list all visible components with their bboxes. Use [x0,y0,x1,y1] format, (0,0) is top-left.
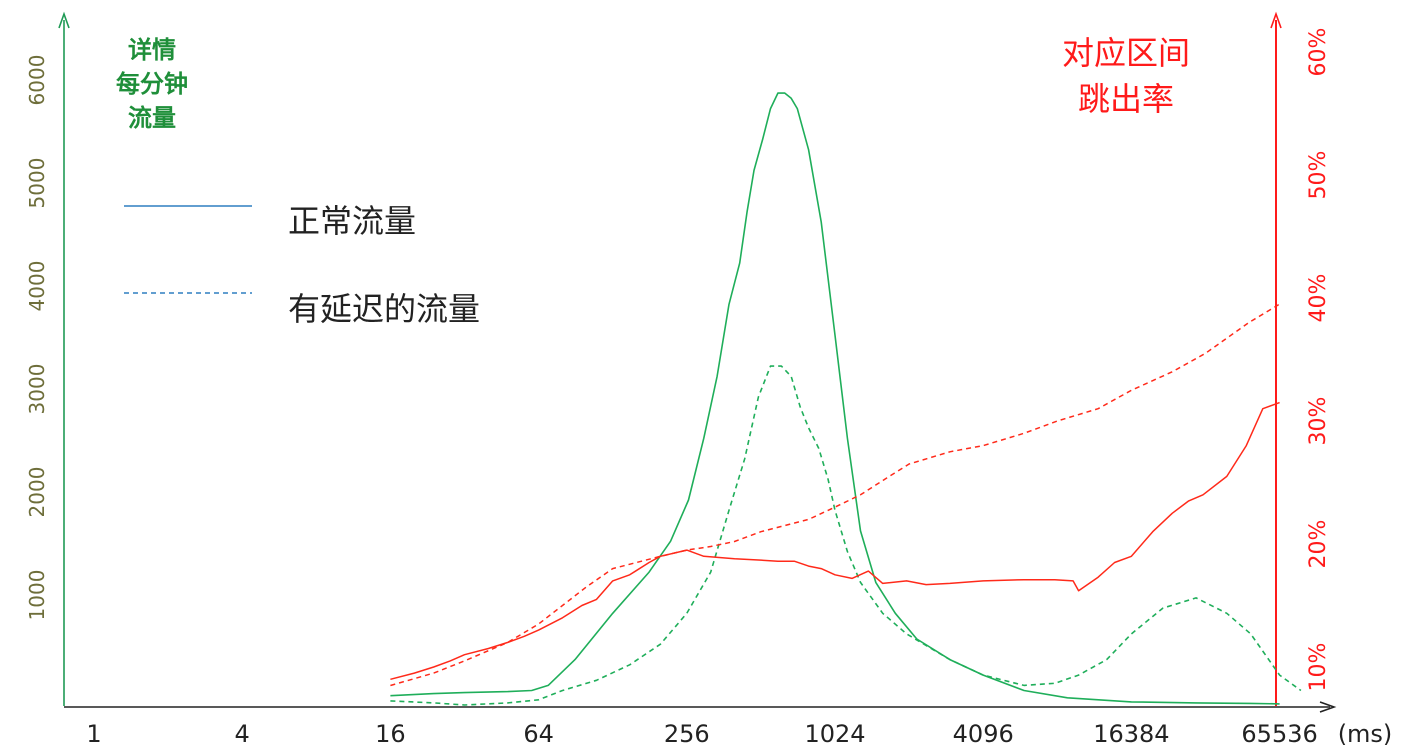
right-axis-ticks: 10% 20% 30% 40% 50% 60% [1306,28,1331,692]
bounce-rate-solid-line [390,401,1280,681]
left-tick-label: 4000 [25,261,49,312]
left-tick-label: 6000 [25,55,49,106]
left-y-axis-arrow [58,11,70,29]
right-tick-label: 60% [1306,28,1331,77]
right-tick-label: 20% [1306,520,1331,569]
left-axis-ticks: 1000 2000 3000 4000 5000 6000 [25,55,49,621]
traffic-dashed-line [390,365,1302,706]
left-tick-label: 5000 [25,158,49,209]
right-tick-label: 10% [1306,643,1331,692]
x-axis-arrow [1319,701,1337,713]
right-axis-title-line-2: 跳出率 [1078,80,1174,118]
right-y-axis-arrow [1270,11,1282,29]
left-tick-label: 2000 [25,467,49,518]
x-tick-label: 1 [86,720,101,748]
right-tick-label: 40% [1306,274,1331,323]
x-tick-label: 256 [664,720,710,748]
left-axis-title-line-2: 每分钟 [116,70,188,98]
right-axis-title-line-1: 对应区间 [1062,34,1190,72]
x-tick-label: 1024 [804,720,865,748]
bounce-rate-dashed-line [390,303,1280,687]
x-axis-unit: (ms) [1338,720,1393,748]
x-tick-label: 16 [375,720,406,748]
x-tick-label: 4096 [953,720,1014,748]
right-tick-label: 50% [1306,151,1331,200]
x-axis-ticks: 1 4 16 64 256 1024 4096 16384 65536 [86,720,1317,748]
x-tick-label: 4 [235,720,250,748]
x-tick-label: 16384 [1093,720,1169,748]
right-tick-label: 30% [1306,397,1331,446]
series-layer [390,92,1302,706]
traffic-solid-line [390,92,1280,705]
left-axis-title-line-1: 详情 [128,36,176,64]
x-tick-label: 65536 [1241,720,1317,748]
x-tick-label: 64 [523,720,554,748]
left-tick-label: 3000 [25,364,49,415]
legend-label-normal: 正常流量 [288,202,416,240]
legend-label-delayed: 有延迟的流量 [288,290,480,328]
left-axis-title-line-3: 流量 [128,104,176,132]
left-tick-label: 1000 [25,570,49,621]
